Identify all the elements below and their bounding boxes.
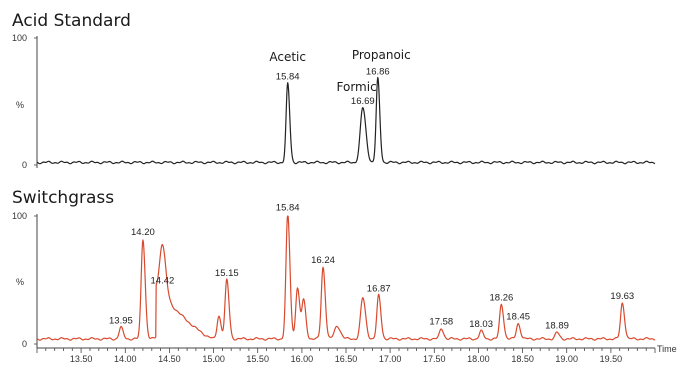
switchgrass-x-ticks bbox=[36, 348, 656, 353]
x-tick-label: 16.50 bbox=[335, 354, 358, 364]
peak-label: 19.63 bbox=[610, 291, 634, 302]
x-tick-label: 14.00 bbox=[114, 354, 137, 364]
switchgrass-x-tick-labels: 13.50 14.00 14.50 15.00 15.50 16.00 16.50 17.00… bbox=[70, 354, 622, 364]
x-tick-label: 15.50 bbox=[246, 354, 269, 364]
x-tick-label: 19.00 bbox=[555, 354, 578, 364]
peak-label: 16.86 bbox=[366, 67, 390, 78]
peak-label: 18.26 bbox=[490, 292, 514, 303]
x-tick-label: 17.00 bbox=[379, 354, 402, 364]
switchgrass-x-axis-label: Time bbox=[657, 344, 677, 354]
switchgrass-panel: Switchgrass 100 % 0 13.50 14.00 14.50 15.00… bbox=[12, 188, 677, 364]
acid-standard-y-tick-percent: % bbox=[16, 100, 24, 110]
acid-standard-peak-labels: 15.84 16.69 16.86 bbox=[276, 67, 390, 107]
compound-label: Propanoic bbox=[352, 48, 411, 62]
peak-label: 14.42 bbox=[151, 276, 175, 287]
acid-standard-title: Acid Standard bbox=[12, 11, 131, 31]
x-tick-label: 17.50 bbox=[423, 354, 446, 364]
peak-label: 16.87 bbox=[367, 283, 391, 294]
peak-label: 13.95 bbox=[109, 315, 133, 326]
switchgrass-peak-labels: 13.95 14.20 14.42 15.15 15.84 16.24 16.87 17.58… bbox=[109, 203, 634, 332]
switchgrass-y-tick-0: 0 bbox=[22, 339, 27, 349]
peak-label: 16.69 bbox=[351, 96, 375, 107]
acid-standard-panel: Acid Standard 100 % 0 15.84 16.69 16.86 Ac… bbox=[12, 11, 656, 170]
acid-standard-compound-labels: Acetic Formic Propanoic bbox=[269, 48, 410, 94]
peak-label: 18.03 bbox=[469, 319, 493, 330]
peak-label: 17.58 bbox=[429, 317, 453, 328]
compound-label: Formic bbox=[337, 80, 377, 94]
x-tick-label: 18.00 bbox=[467, 354, 490, 364]
acid-standard-y-tick-0: 0 bbox=[22, 160, 27, 170]
switchgrass-title: Switchgrass bbox=[12, 188, 114, 208]
switchgrass-y-tick-percent: % bbox=[16, 277, 24, 287]
x-tick-label: 14.50 bbox=[158, 354, 181, 364]
peak-label: 15.15 bbox=[215, 268, 239, 279]
peak-label: 18.89 bbox=[545, 321, 569, 332]
x-tick-label: 15.00 bbox=[202, 354, 225, 364]
acid-standard-trace bbox=[36, 76, 656, 165]
x-tick-label: 19.50 bbox=[600, 354, 623, 364]
acid-standard-y-tick-100: 100 bbox=[12, 33, 27, 43]
peak-label: 16.24 bbox=[311, 255, 335, 266]
switchgrass-trace bbox=[36, 215, 656, 341]
peak-label: 15.84 bbox=[276, 72, 300, 83]
peak-label: 18.45 bbox=[506, 312, 530, 323]
x-tick-label: 18.50 bbox=[511, 354, 534, 364]
peak-label: 14.20 bbox=[131, 227, 155, 238]
peak-label: 15.84 bbox=[276, 203, 300, 214]
x-tick-label: 16.00 bbox=[291, 354, 314, 364]
compound-label: Acetic bbox=[269, 50, 306, 64]
x-tick-label: 13.50 bbox=[70, 354, 93, 364]
switchgrass-y-tick-100: 100 bbox=[12, 211, 27, 221]
